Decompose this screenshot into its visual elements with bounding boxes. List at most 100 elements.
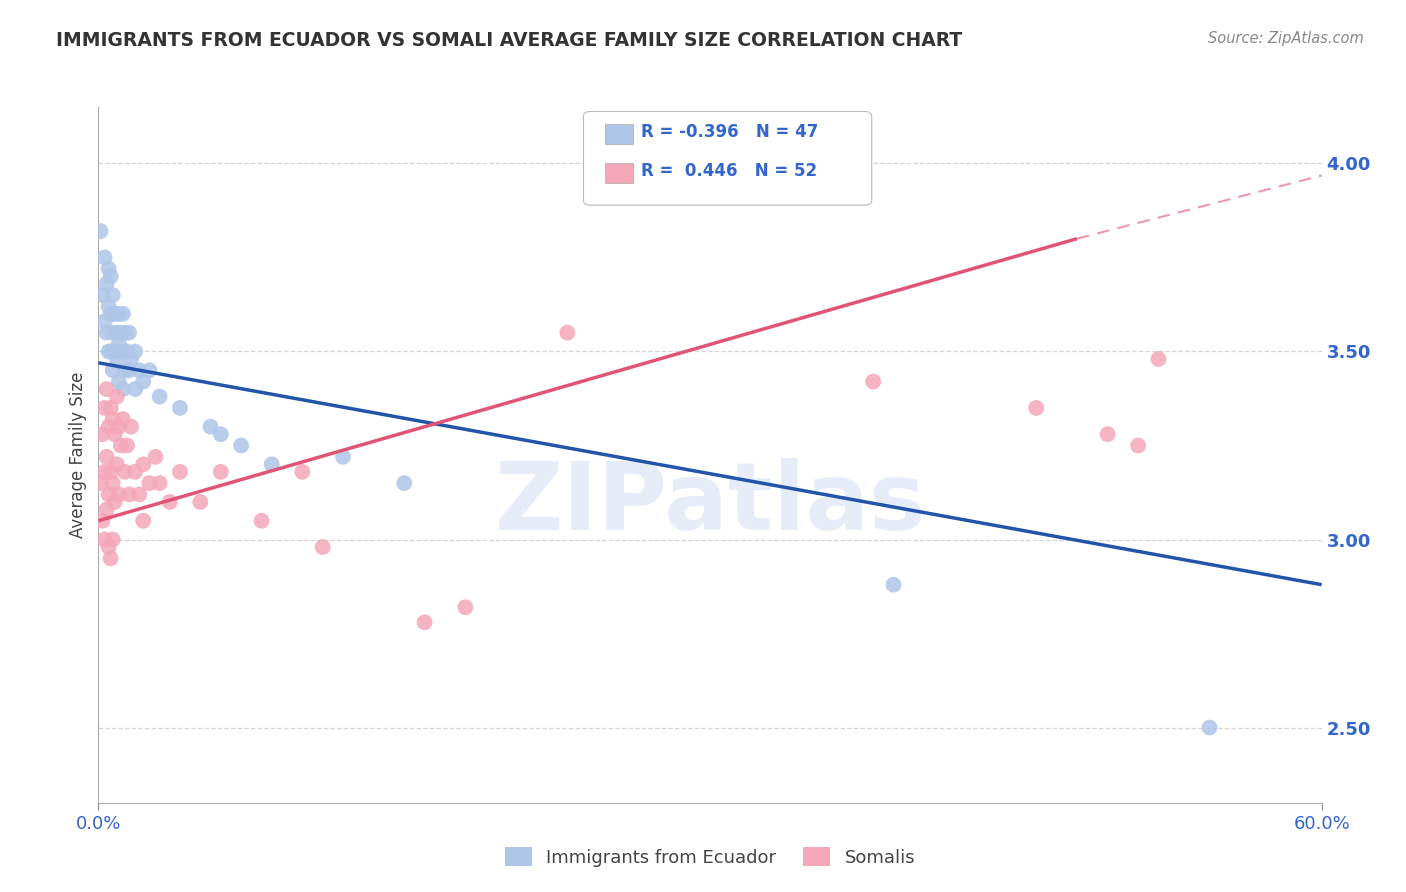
Point xyxy=(100,401,122,415)
Point xyxy=(312,540,335,554)
Point xyxy=(105,390,128,404)
Point xyxy=(93,401,115,415)
Point xyxy=(291,465,314,479)
Point xyxy=(124,465,146,479)
Point xyxy=(413,615,436,630)
Point xyxy=(124,382,146,396)
Point xyxy=(149,390,172,404)
Point xyxy=(97,344,120,359)
Point xyxy=(120,419,142,434)
Point xyxy=(108,487,131,501)
Point xyxy=(188,495,212,509)
Point xyxy=(392,476,416,491)
Text: Source: ZipAtlas.com: Source: ZipAtlas.com xyxy=(1208,31,1364,46)
Point xyxy=(209,465,232,479)
Point xyxy=(124,344,146,359)
Point xyxy=(97,299,120,313)
Point xyxy=(883,577,905,591)
Point xyxy=(145,450,167,464)
Point xyxy=(100,307,122,321)
Point xyxy=(1198,721,1220,735)
Point xyxy=(114,363,136,377)
Point xyxy=(111,307,134,321)
Point xyxy=(118,487,141,501)
Text: R =  0.446   N = 52: R = 0.446 N = 52 xyxy=(641,162,817,180)
Text: IMMIGRANTS FROM ECUADOR VS SOMALI AVERAGE FAMILY SIZE CORRELATION CHART: IMMIGRANTS FROM ECUADOR VS SOMALI AVERAG… xyxy=(56,31,963,50)
Point xyxy=(100,465,122,479)
Point xyxy=(91,514,114,528)
Point xyxy=(96,502,118,516)
Point xyxy=(169,401,191,415)
Point xyxy=(1128,438,1150,452)
Point xyxy=(101,412,124,426)
Point xyxy=(104,427,127,442)
Point xyxy=(108,375,131,389)
Point xyxy=(862,375,884,389)
Point xyxy=(128,487,150,501)
Point xyxy=(96,450,118,464)
Point xyxy=(454,600,477,615)
Point xyxy=(1025,401,1047,415)
Point xyxy=(97,419,120,434)
Point xyxy=(115,344,138,359)
Point xyxy=(120,351,142,366)
Point xyxy=(101,476,124,491)
Point xyxy=(101,533,124,547)
Point xyxy=(96,326,118,340)
Point xyxy=(555,326,579,340)
Point xyxy=(100,344,122,359)
Point xyxy=(108,307,131,321)
Point xyxy=(149,476,172,491)
Point xyxy=(159,495,181,509)
Point xyxy=(105,351,128,366)
Point xyxy=(132,458,155,472)
Point xyxy=(100,551,122,566)
Point xyxy=(104,495,127,509)
Point xyxy=(128,363,150,377)
Y-axis label: Average Family Size: Average Family Size xyxy=(69,372,87,538)
Point xyxy=(91,427,114,442)
Point xyxy=(89,224,111,238)
Point xyxy=(108,337,131,351)
Point xyxy=(97,261,120,276)
Point xyxy=(93,314,115,328)
Point xyxy=(209,427,232,442)
Point xyxy=(108,419,131,434)
Point xyxy=(104,344,127,359)
Point xyxy=(138,363,160,377)
Point xyxy=(96,382,118,396)
Point xyxy=(250,514,273,528)
Point xyxy=(118,326,141,340)
Point xyxy=(101,363,124,377)
Point xyxy=(110,326,132,340)
Point xyxy=(101,326,124,340)
Point xyxy=(101,288,124,302)
Point xyxy=(132,375,155,389)
Point xyxy=(1147,351,1170,366)
Point xyxy=(110,438,132,452)
Point xyxy=(100,269,122,284)
Point xyxy=(138,476,160,491)
Legend: Immigrants from Ecuador, Somalis: Immigrants from Ecuador, Somalis xyxy=(498,840,922,874)
Point xyxy=(114,465,136,479)
Point xyxy=(115,438,138,452)
Point xyxy=(231,438,253,452)
Point xyxy=(105,326,128,340)
Point xyxy=(91,288,114,302)
Point xyxy=(93,533,115,547)
Point xyxy=(132,514,155,528)
Point xyxy=(96,277,118,291)
Point xyxy=(104,307,127,321)
Point xyxy=(97,540,120,554)
Point xyxy=(111,412,134,426)
Point xyxy=(111,344,134,359)
Point xyxy=(111,382,134,396)
Point xyxy=(93,465,115,479)
Point xyxy=(89,476,111,491)
Text: ZIPatlas: ZIPatlas xyxy=(495,458,925,549)
Point xyxy=(97,487,120,501)
Point xyxy=(114,326,136,340)
Point xyxy=(332,450,354,464)
Point xyxy=(93,251,115,265)
Point xyxy=(260,458,283,472)
